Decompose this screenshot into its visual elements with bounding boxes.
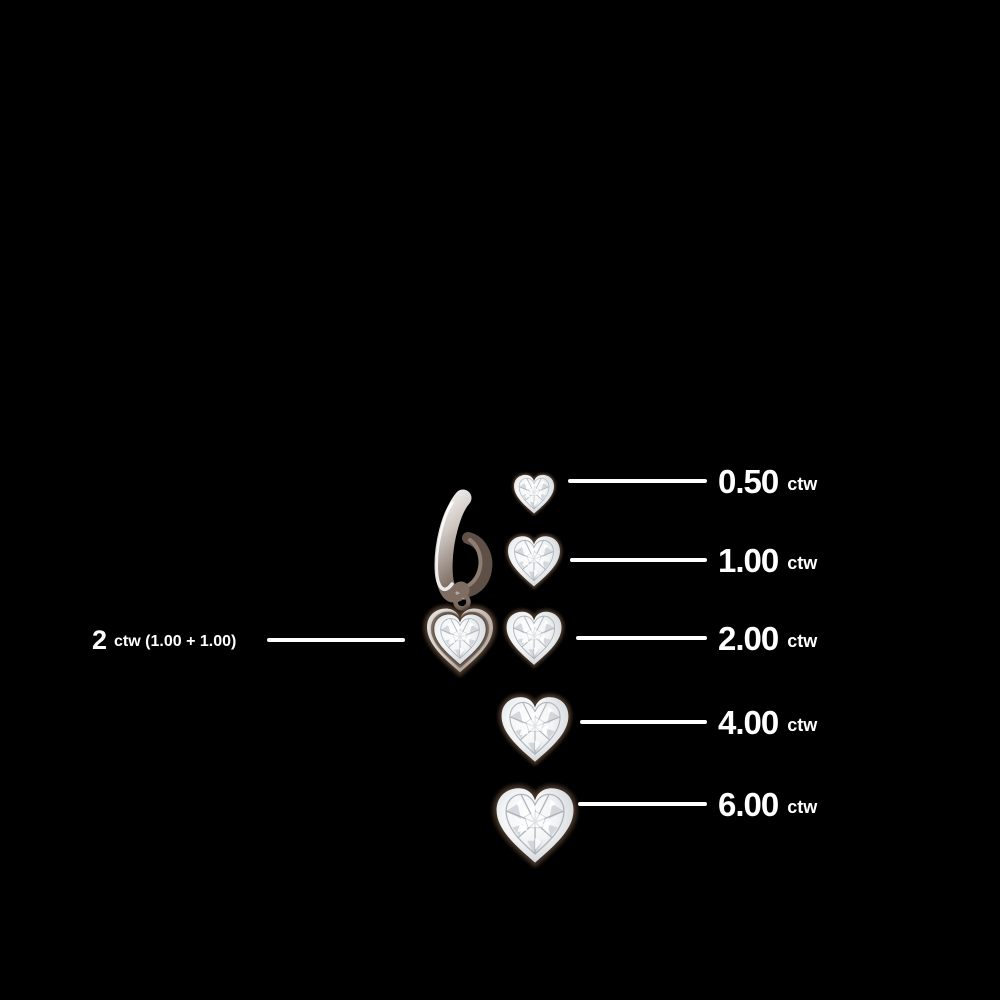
- leader-line-0_50: [568, 479, 707, 483]
- leader-line-product: [267, 638, 405, 642]
- size-label-1_00: 1.00 ctw: [718, 538, 817, 582]
- carat-unit: ctw: [787, 715, 818, 735]
- size-label-6_00: 6.00 ctw: [718, 782, 817, 826]
- leader-line-1_00: [570, 558, 707, 562]
- heart-diamond-6_00ctw: [497, 788, 574, 862]
- carat-value: 2.00: [718, 619, 779, 657]
- earring-heart-pendant: [427, 609, 493, 673]
- carat-unit: ctw: [787, 553, 818, 573]
- carat-value: 0.50: [718, 462, 779, 500]
- leader-line-6_00: [578, 802, 707, 806]
- carat-unit: ctw: [787, 474, 818, 494]
- heart-diamond-1_00ctw: [508, 536, 560, 586]
- leader-line-4_00: [580, 720, 707, 724]
- pendant-bail-ring: [453, 593, 471, 611]
- product-carat-label: 2 ctw (1.00 + 1.00): [92, 618, 236, 662]
- carat-value: 4.00: [718, 703, 779, 741]
- carat-value: 1.00: [718, 541, 779, 579]
- earring: [427, 489, 493, 673]
- size-label-4_00: 4.00 ctw: [718, 700, 817, 744]
- heart-diamond-2_00ctw: [507, 612, 562, 665]
- carat-unit: ctw: [787, 797, 818, 817]
- size-label-2_00: 2.00 ctw: [718, 616, 817, 660]
- heart-diamond-0_50ctw: [514, 475, 554, 514]
- carat-value: 6.00: [718, 785, 779, 823]
- heart-diamond-4_00ctw: [502, 697, 569, 762]
- earring-hoop: [434, 489, 493, 611]
- carat-unit: ctw: [787, 631, 818, 651]
- product-carat-value: 2: [92, 624, 108, 655]
- leader-line-2_00: [576, 636, 707, 640]
- product-carat-suffix: ctw (1.00 + 1.00): [114, 633, 237, 650]
- size-label-0_50: 0.50 ctw: [718, 459, 817, 503]
